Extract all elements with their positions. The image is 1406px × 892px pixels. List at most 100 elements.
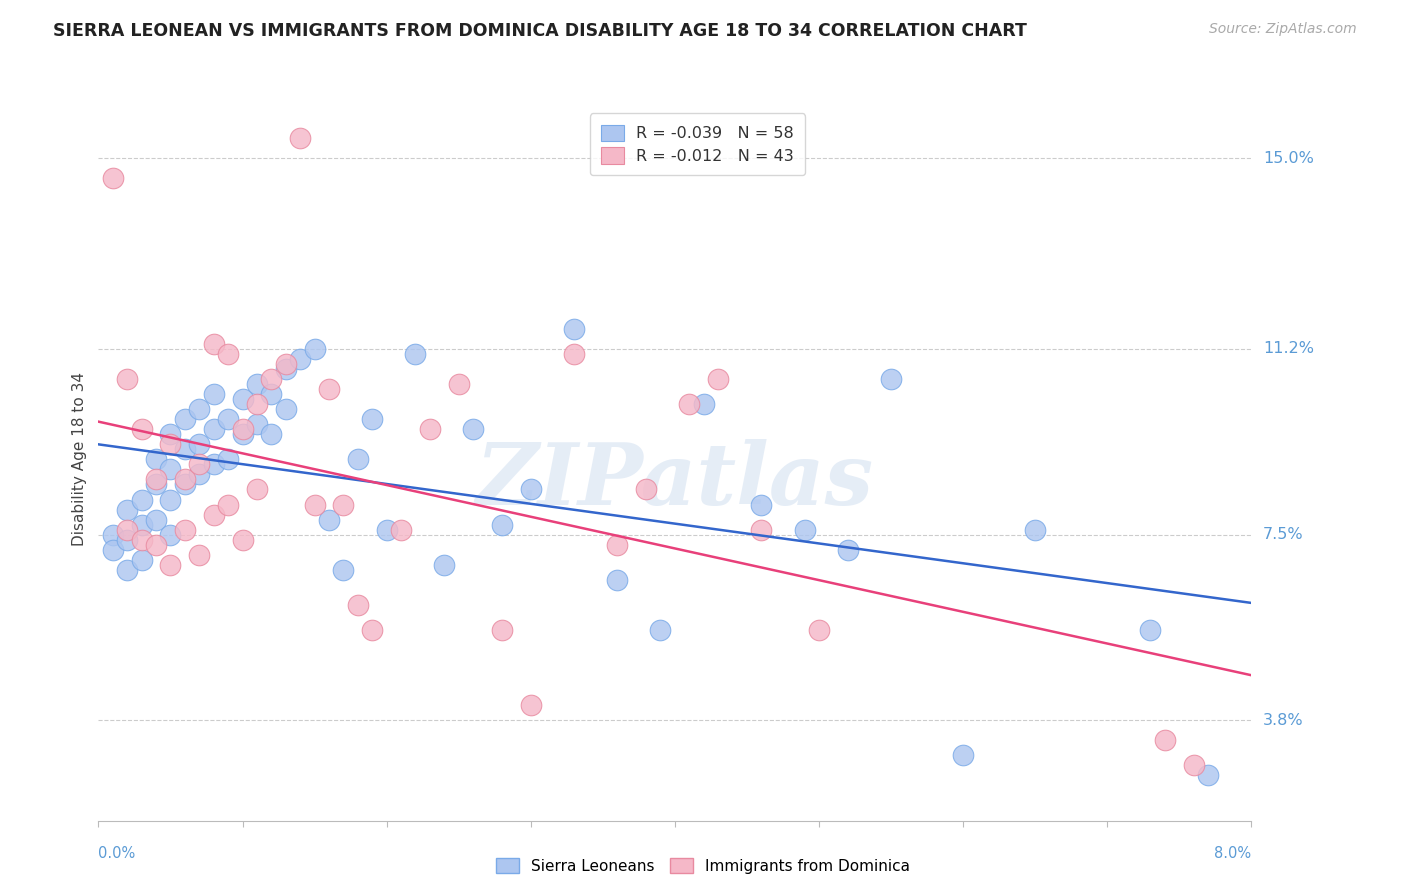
Point xyxy=(202,458,225,472)
Point xyxy=(246,397,269,411)
Point xyxy=(1024,523,1046,537)
Point xyxy=(751,498,773,512)
Legend: Sierra Leoneans, Immigrants from Dominica: Sierra Leoneans, Immigrants from Dominic… xyxy=(489,852,917,880)
Point xyxy=(751,523,773,537)
Point xyxy=(246,417,269,432)
Point xyxy=(837,542,859,557)
Point xyxy=(375,523,398,537)
Point xyxy=(202,508,225,522)
Point xyxy=(405,347,427,361)
Text: Source: ZipAtlas.com: Source: ZipAtlas.com xyxy=(1209,22,1357,37)
Point xyxy=(101,527,124,541)
Point xyxy=(793,523,815,537)
Point xyxy=(332,498,354,512)
Point xyxy=(332,563,354,577)
Point xyxy=(131,422,153,436)
Point xyxy=(117,533,139,547)
Point xyxy=(231,427,254,442)
Point xyxy=(1197,768,1219,782)
Point xyxy=(274,362,297,376)
Point xyxy=(159,462,181,476)
Point xyxy=(131,517,153,532)
Text: ZIPatlas: ZIPatlas xyxy=(475,439,875,523)
Point xyxy=(145,452,167,467)
Point xyxy=(145,477,167,491)
Point xyxy=(188,458,211,472)
Legend: R = -0.039   N = 58, R = -0.012   N = 43: R = -0.039 N = 58, R = -0.012 N = 43 xyxy=(591,113,806,175)
Point xyxy=(304,498,326,512)
Point xyxy=(260,427,283,442)
Point xyxy=(231,533,254,547)
Point xyxy=(188,402,211,417)
Point xyxy=(447,377,470,392)
Point xyxy=(260,372,283,386)
Point xyxy=(290,131,312,145)
Point xyxy=(419,422,441,436)
Point xyxy=(461,422,484,436)
Point xyxy=(145,538,167,552)
Point xyxy=(174,442,197,457)
Point xyxy=(880,372,903,386)
Point xyxy=(188,437,211,451)
Point xyxy=(346,598,368,612)
Point xyxy=(159,437,181,451)
Text: 3.8%: 3.8% xyxy=(1263,713,1303,728)
Point xyxy=(274,357,297,371)
Point xyxy=(433,558,456,572)
Point xyxy=(159,558,181,572)
Point xyxy=(952,748,974,763)
Point xyxy=(188,548,211,562)
Point xyxy=(117,563,139,577)
Point xyxy=(636,483,658,497)
Point xyxy=(1139,623,1161,637)
Point xyxy=(117,372,139,386)
Point xyxy=(562,347,585,361)
Point xyxy=(650,623,672,637)
Point xyxy=(117,523,139,537)
Point xyxy=(231,392,254,407)
Point xyxy=(346,452,368,467)
Point xyxy=(606,573,628,587)
Y-axis label: Disability Age 18 to 34: Disability Age 18 to 34 xyxy=(72,372,87,547)
Text: 11.2%: 11.2% xyxy=(1263,342,1313,357)
Point xyxy=(707,372,730,386)
Point xyxy=(159,427,181,442)
Point xyxy=(131,533,153,547)
Point xyxy=(491,623,513,637)
Point xyxy=(246,377,269,392)
Point xyxy=(520,483,543,497)
Point xyxy=(693,397,716,411)
Point xyxy=(145,473,167,487)
Point xyxy=(231,422,254,436)
Point xyxy=(101,542,124,557)
Point xyxy=(520,698,543,713)
Point xyxy=(260,387,283,401)
Point xyxy=(131,552,153,567)
Point xyxy=(318,512,340,526)
Point xyxy=(304,342,326,356)
Point xyxy=(361,623,384,637)
Text: SIERRA LEONEAN VS IMMIGRANTS FROM DOMINICA DISABILITY AGE 18 TO 34 CORRELATION C: SIERRA LEONEAN VS IMMIGRANTS FROM DOMINI… xyxy=(53,22,1028,40)
Text: 7.5%: 7.5% xyxy=(1263,527,1303,542)
Point xyxy=(290,352,312,367)
Point xyxy=(188,467,211,482)
Point xyxy=(808,623,831,637)
Point xyxy=(202,422,225,436)
Point xyxy=(318,382,340,396)
Point xyxy=(217,412,239,426)
Point xyxy=(606,538,628,552)
Point xyxy=(159,492,181,507)
Point xyxy=(274,402,297,417)
Point xyxy=(217,498,239,512)
Point xyxy=(174,412,197,426)
Point xyxy=(389,523,412,537)
Point xyxy=(217,347,239,361)
Point xyxy=(1154,733,1177,747)
Point xyxy=(678,397,700,411)
Point xyxy=(562,322,585,336)
Point xyxy=(174,473,197,487)
Point xyxy=(361,412,384,426)
Point xyxy=(246,483,269,497)
Point xyxy=(202,337,225,351)
Text: 8.0%: 8.0% xyxy=(1215,846,1251,861)
